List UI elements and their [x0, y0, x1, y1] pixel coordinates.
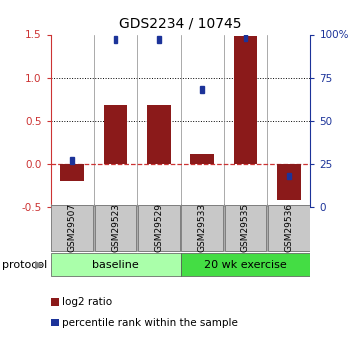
Text: GSM29529: GSM29529: [155, 203, 163, 252]
Bar: [277, 164, 301, 200]
Bar: [244, 34, 247, 41]
FancyBboxPatch shape: [95, 205, 136, 251]
Text: ▶: ▶: [35, 260, 44, 270]
Text: 20 wk exercise: 20 wk exercise: [204, 260, 287, 270]
Bar: [190, 154, 214, 164]
Bar: [157, 36, 161, 43]
Text: log2 ratio: log2 ratio: [62, 297, 113, 307]
FancyBboxPatch shape: [180, 253, 310, 276]
Text: GSM29536: GSM29536: [284, 203, 293, 252]
Title: GDS2234 / 10745: GDS2234 / 10745: [119, 17, 242, 31]
FancyBboxPatch shape: [181, 205, 223, 251]
Text: GSM29535: GSM29535: [241, 203, 250, 252]
FancyBboxPatch shape: [51, 205, 93, 251]
Bar: [147, 105, 171, 164]
FancyBboxPatch shape: [225, 205, 266, 251]
FancyBboxPatch shape: [51, 253, 180, 276]
Text: baseline: baseline: [92, 260, 139, 270]
FancyBboxPatch shape: [138, 205, 180, 251]
Bar: [200, 86, 204, 93]
Bar: [70, 157, 74, 164]
Bar: [114, 36, 117, 43]
Text: GSM29523: GSM29523: [111, 203, 120, 252]
Text: percentile rank within the sample: percentile rank within the sample: [62, 318, 238, 327]
Text: GSM29533: GSM29533: [198, 203, 206, 252]
Bar: [104, 105, 127, 164]
Text: protocol: protocol: [2, 260, 47, 270]
Text: GSM29507: GSM29507: [68, 203, 77, 252]
Bar: [234, 36, 257, 164]
FancyBboxPatch shape: [268, 205, 310, 251]
Bar: [287, 172, 291, 179]
Bar: [60, 164, 84, 181]
